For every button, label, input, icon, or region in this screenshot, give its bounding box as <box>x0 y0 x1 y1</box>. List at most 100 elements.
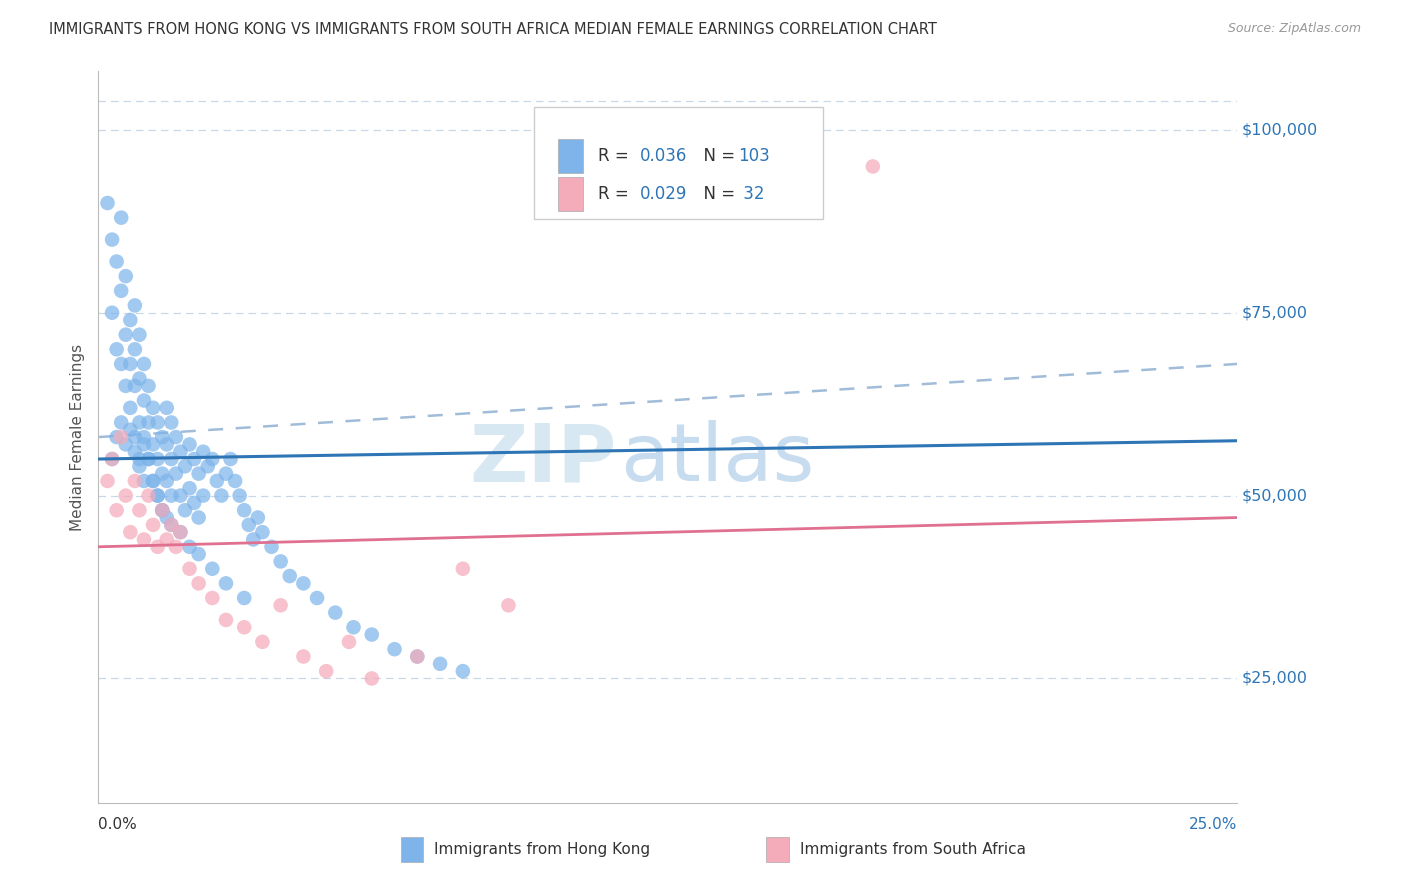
Point <box>110 430 132 444</box>
Point <box>201 452 224 467</box>
Point <box>169 489 191 503</box>
Text: $50,000: $50,000 <box>1241 488 1308 503</box>
Point <box>128 452 150 467</box>
Point <box>228 489 250 503</box>
Text: N =: N = <box>693 185 741 202</box>
Text: 0.0%: 0.0% <box>98 817 138 832</box>
Point <box>215 613 238 627</box>
Point <box>146 416 169 430</box>
Point <box>215 467 238 481</box>
Point <box>451 664 474 678</box>
Point <box>187 510 209 524</box>
Point <box>233 591 256 605</box>
Point <box>138 416 160 430</box>
Text: IMMIGRANTS FROM HONG KONG VS IMMIGRANTS FROM SOUTH AFRICA MEDIAN FEMALE EARNINGS: IMMIGRANTS FROM HONG KONG VS IMMIGRANTS … <box>49 22 936 37</box>
Point <box>142 474 165 488</box>
Point <box>160 416 183 430</box>
Point <box>96 196 118 211</box>
Point <box>128 459 150 474</box>
Point <box>114 379 136 393</box>
Point <box>498 599 520 613</box>
Text: Source: ZipAtlas.com: Source: ZipAtlas.com <box>1227 22 1361 36</box>
Point <box>179 481 201 495</box>
Point <box>142 474 165 488</box>
Point <box>238 517 260 532</box>
Point <box>120 423 142 437</box>
Point <box>360 627 382 641</box>
Text: R =: R = <box>598 146 634 165</box>
Point <box>142 517 165 532</box>
Point <box>160 452 183 467</box>
Point <box>169 444 191 458</box>
Point <box>307 591 329 605</box>
Point <box>132 474 155 488</box>
Point <box>132 533 155 547</box>
Point <box>105 254 128 268</box>
Text: $75,000: $75,000 <box>1241 305 1308 320</box>
Point <box>862 160 884 174</box>
Point <box>120 525 142 540</box>
Point <box>96 474 118 488</box>
Point <box>150 503 173 517</box>
Point <box>183 496 205 510</box>
Point <box>105 430 128 444</box>
Point <box>132 437 155 451</box>
Text: 103: 103 <box>738 146 770 165</box>
Point <box>179 437 201 451</box>
Point <box>292 649 315 664</box>
Point <box>169 525 191 540</box>
Point <box>270 554 292 568</box>
Point <box>315 664 337 678</box>
Point <box>156 437 179 451</box>
Point <box>187 467 209 481</box>
Text: 0.036: 0.036 <box>640 146 688 165</box>
Point <box>138 489 160 503</box>
Point <box>384 642 406 657</box>
Point <box>233 620 256 634</box>
Point <box>197 459 219 474</box>
Point <box>233 503 256 517</box>
Point <box>201 562 224 576</box>
Point <box>165 467 187 481</box>
Text: 0.029: 0.029 <box>640 185 688 202</box>
Point <box>292 576 315 591</box>
Point <box>146 489 169 503</box>
Point <box>406 649 429 664</box>
Point <box>169 525 191 540</box>
Point <box>451 562 474 576</box>
Point <box>260 540 283 554</box>
Point <box>120 357 142 371</box>
Point <box>406 649 429 664</box>
Point <box>201 591 224 605</box>
Text: R =: R = <box>598 185 634 202</box>
Point <box>110 416 132 430</box>
Point <box>429 657 451 671</box>
Point <box>146 452 169 467</box>
Text: N =: N = <box>693 146 741 165</box>
Point <box>110 357 132 371</box>
Point <box>142 401 165 415</box>
Point <box>156 474 179 488</box>
Point <box>252 525 274 540</box>
Point <box>138 379 160 393</box>
Text: Immigrants from Hong Kong: Immigrants from Hong Kong <box>434 842 651 856</box>
Point <box>138 452 160 467</box>
Point <box>150 467 173 481</box>
Point <box>246 510 269 524</box>
Point <box>224 474 246 488</box>
Point <box>360 672 382 686</box>
Point <box>342 620 364 634</box>
Point <box>156 533 179 547</box>
Point <box>110 284 132 298</box>
Point <box>128 416 150 430</box>
Point <box>132 393 155 408</box>
Point <box>156 401 179 415</box>
Point <box>174 503 197 517</box>
Point <box>179 562 201 576</box>
Point <box>219 452 242 467</box>
Point <box>124 444 146 458</box>
Point <box>146 540 169 554</box>
Text: $100,000: $100,000 <box>1241 122 1317 137</box>
Point <box>183 452 205 467</box>
Point <box>132 357 155 371</box>
